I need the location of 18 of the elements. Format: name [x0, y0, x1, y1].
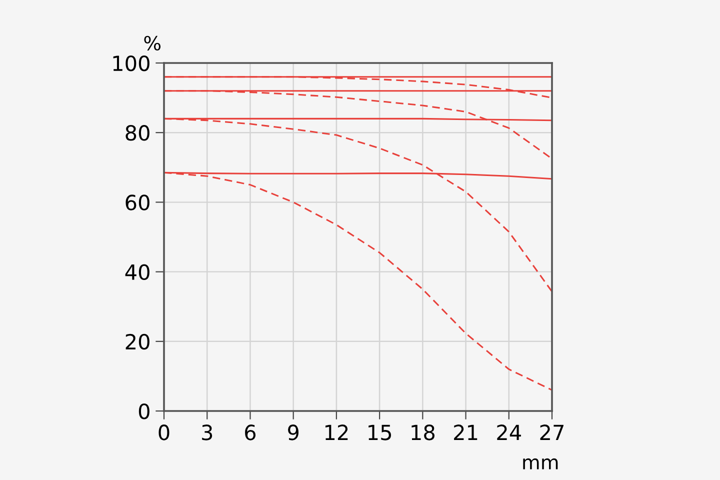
y-tick-label: 0	[138, 403, 150, 420]
x-tick-label: 12	[325, 424, 348, 440]
x-tick-label: 9	[288, 424, 298, 440]
x-tick-label: 6	[245, 424, 256, 440]
y-tick-label: 20	[126, 334, 150, 350]
x-tick-label: 0	[158, 424, 170, 440]
x-tick-label: 18	[412, 424, 434, 440]
x-tick-label: 15	[368, 424, 391, 440]
y-tick-label: 100	[113, 55, 150, 72]
x-tick-label: 27	[540, 424, 564, 440]
y-tick-label: 80	[126, 125, 150, 141]
y-tick-label: 40	[125, 264, 150, 280]
x-axis-title: mm	[523, 458, 558, 470]
y-tick-label: 60	[126, 194, 150, 210]
x-tick-label: 24	[497, 424, 521, 440]
y-axis-title: %	[144, 36, 161, 51]
x-tick-label: 21	[454, 424, 478, 440]
x-tick-label: 3	[202, 424, 212, 440]
